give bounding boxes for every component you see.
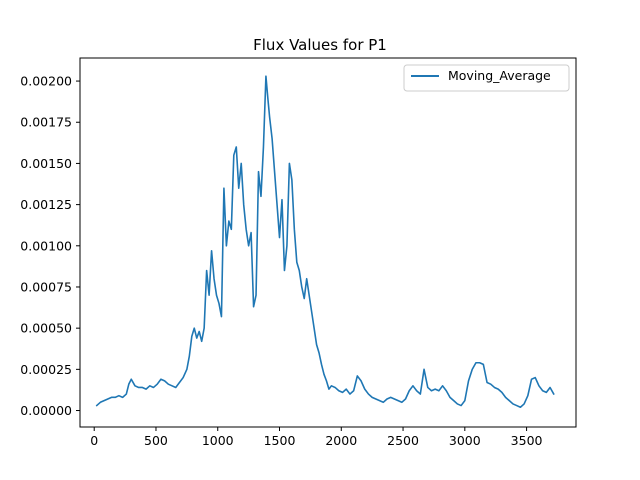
x-tick-label: 1000 bbox=[202, 433, 234, 448]
y-tick-label: 0.00075 bbox=[20, 279, 72, 294]
series-line-moving-average bbox=[95, 75, 555, 409]
y-tick-label: 0.00050 bbox=[20, 321, 72, 336]
x-tick-label: 3500 bbox=[511, 433, 543, 448]
x-tick-label: 0 bbox=[90, 433, 98, 448]
x-tick-label: 500 bbox=[144, 433, 168, 448]
x-tick-label: 2000 bbox=[325, 433, 357, 448]
chart-title: Flux Values for P1 bbox=[253, 36, 387, 54]
y-tick-label: 0.00175 bbox=[20, 115, 72, 130]
legend-label: Moving_Average bbox=[448, 68, 551, 83]
y-tick-label: 0.00150 bbox=[20, 156, 72, 171]
plot-area bbox=[80, 58, 576, 427]
plot-frame bbox=[79, 57, 577, 428]
y-tick-label: 0.00200 bbox=[20, 74, 72, 89]
y-axis: 0.00000 0.00025 0.00050 0.00075 0.00100 0.001… bbox=[20, 74, 80, 418]
legend: Moving_Average bbox=[403, 64, 570, 92]
x-tick-label: 2500 bbox=[387, 433, 419, 448]
y-tick-label: 0.00125 bbox=[20, 197, 72, 212]
y-tick-label: 0.00000 bbox=[20, 403, 72, 418]
x-tick-label: 3000 bbox=[449, 433, 481, 448]
x-tick-label: 1500 bbox=[264, 433, 296, 448]
y-tick-label: 0.00025 bbox=[20, 362, 72, 377]
y-tick-label: 0.00100 bbox=[20, 238, 72, 253]
series-layer bbox=[95, 75, 555, 409]
legend-box bbox=[403, 64, 570, 92]
x-axis: 0 500 1000 1500 2000 2500 3000 3500 bbox=[90, 427, 543, 448]
